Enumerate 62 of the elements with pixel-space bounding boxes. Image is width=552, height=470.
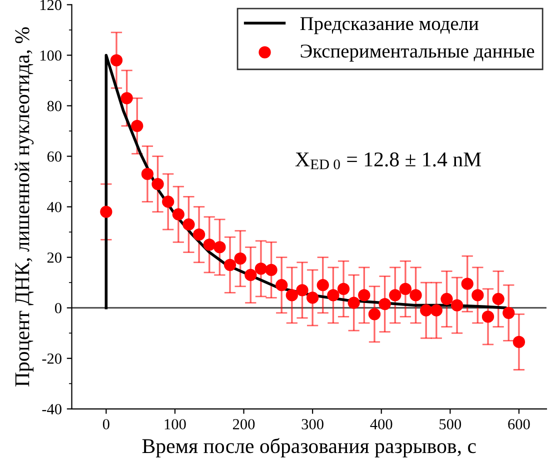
x-axis-title: Время после образования разрывов, с: [142, 438, 476, 458]
point: [378, 298, 391, 310]
point: [131, 120, 144, 132]
y-tick-label: 40: [47, 202, 62, 212]
point: [316, 279, 329, 292]
point: [214, 241, 226, 254]
point: [389, 289, 402, 302]
point: [162, 196, 174, 208]
point: [502, 306, 515, 319]
point: [368, 308, 381, 320]
point: [440, 292, 453, 306]
x-tick-label: 200: [232, 419, 255, 430]
y-tick-label: -20: [42, 354, 62, 364]
point: [141, 168, 154, 180]
x-tick-label: 300: [302, 419, 324, 430]
y-tick-label: 0: [54, 302, 62, 314]
point: [410, 289, 422, 302]
point: [244, 268, 257, 282]
point: [399, 282, 412, 295]
point: [472, 289, 484, 302]
x-tick-label: 500: [440, 419, 462, 430]
point: [182, 218, 195, 231]
annotation: X$_{ED 0}$ = 12.8 ± 1.4 nM: [295, 152, 481, 170]
y-tick-label: 80: [47, 100, 62, 112]
point: [337, 282, 350, 295]
point: [512, 336, 526, 348]
point: [100, 206, 112, 218]
point: [234, 252, 246, 265]
point: [110, 54, 123, 66]
legend-label: Предсказание модели: [300, 17, 478, 34]
point: [348, 296, 360, 309]
point: [306, 292, 319, 304]
y-tick-label: 20: [47, 252, 62, 263]
x-tick-label: 100: [164, 419, 186, 430]
x-tick-label: 400: [370, 419, 392, 430]
x-tick-label: 600: [508, 419, 530, 430]
point: [420, 304, 432, 316]
point: [482, 310, 494, 323]
point: [492, 292, 504, 306]
point: [296, 284, 308, 296]
point: [224, 258, 236, 271]
point: [203, 238, 216, 251]
point: [286, 289, 298, 302]
y-tick-label: 60: [47, 151, 62, 162]
point: [192, 228, 206, 241]
point: [461, 278, 474, 290]
point: [254, 262, 268, 275]
point: [276, 279, 288, 292]
point: [265, 264, 278, 276]
point: [430, 304, 442, 316]
y-axis-title: Процент ДНК, лишенной нуклеотида, %: [14, 27, 34, 386]
point: [450, 299, 464, 312]
y-tick-label: 100: [40, 50, 62, 61]
point: [358, 289, 370, 302]
point: [152, 178, 164, 190]
y-tick-label: -40: [42, 404, 62, 414]
point: [327, 289, 340, 302]
x-tick-label: 0: [102, 419, 110, 430]
point: [120, 92, 133, 104]
point: [172, 208, 184, 220]
y-tick-label: 120: [40, 0, 62, 10]
legend-label: Экспериментальные данные: [300, 44, 534, 62]
